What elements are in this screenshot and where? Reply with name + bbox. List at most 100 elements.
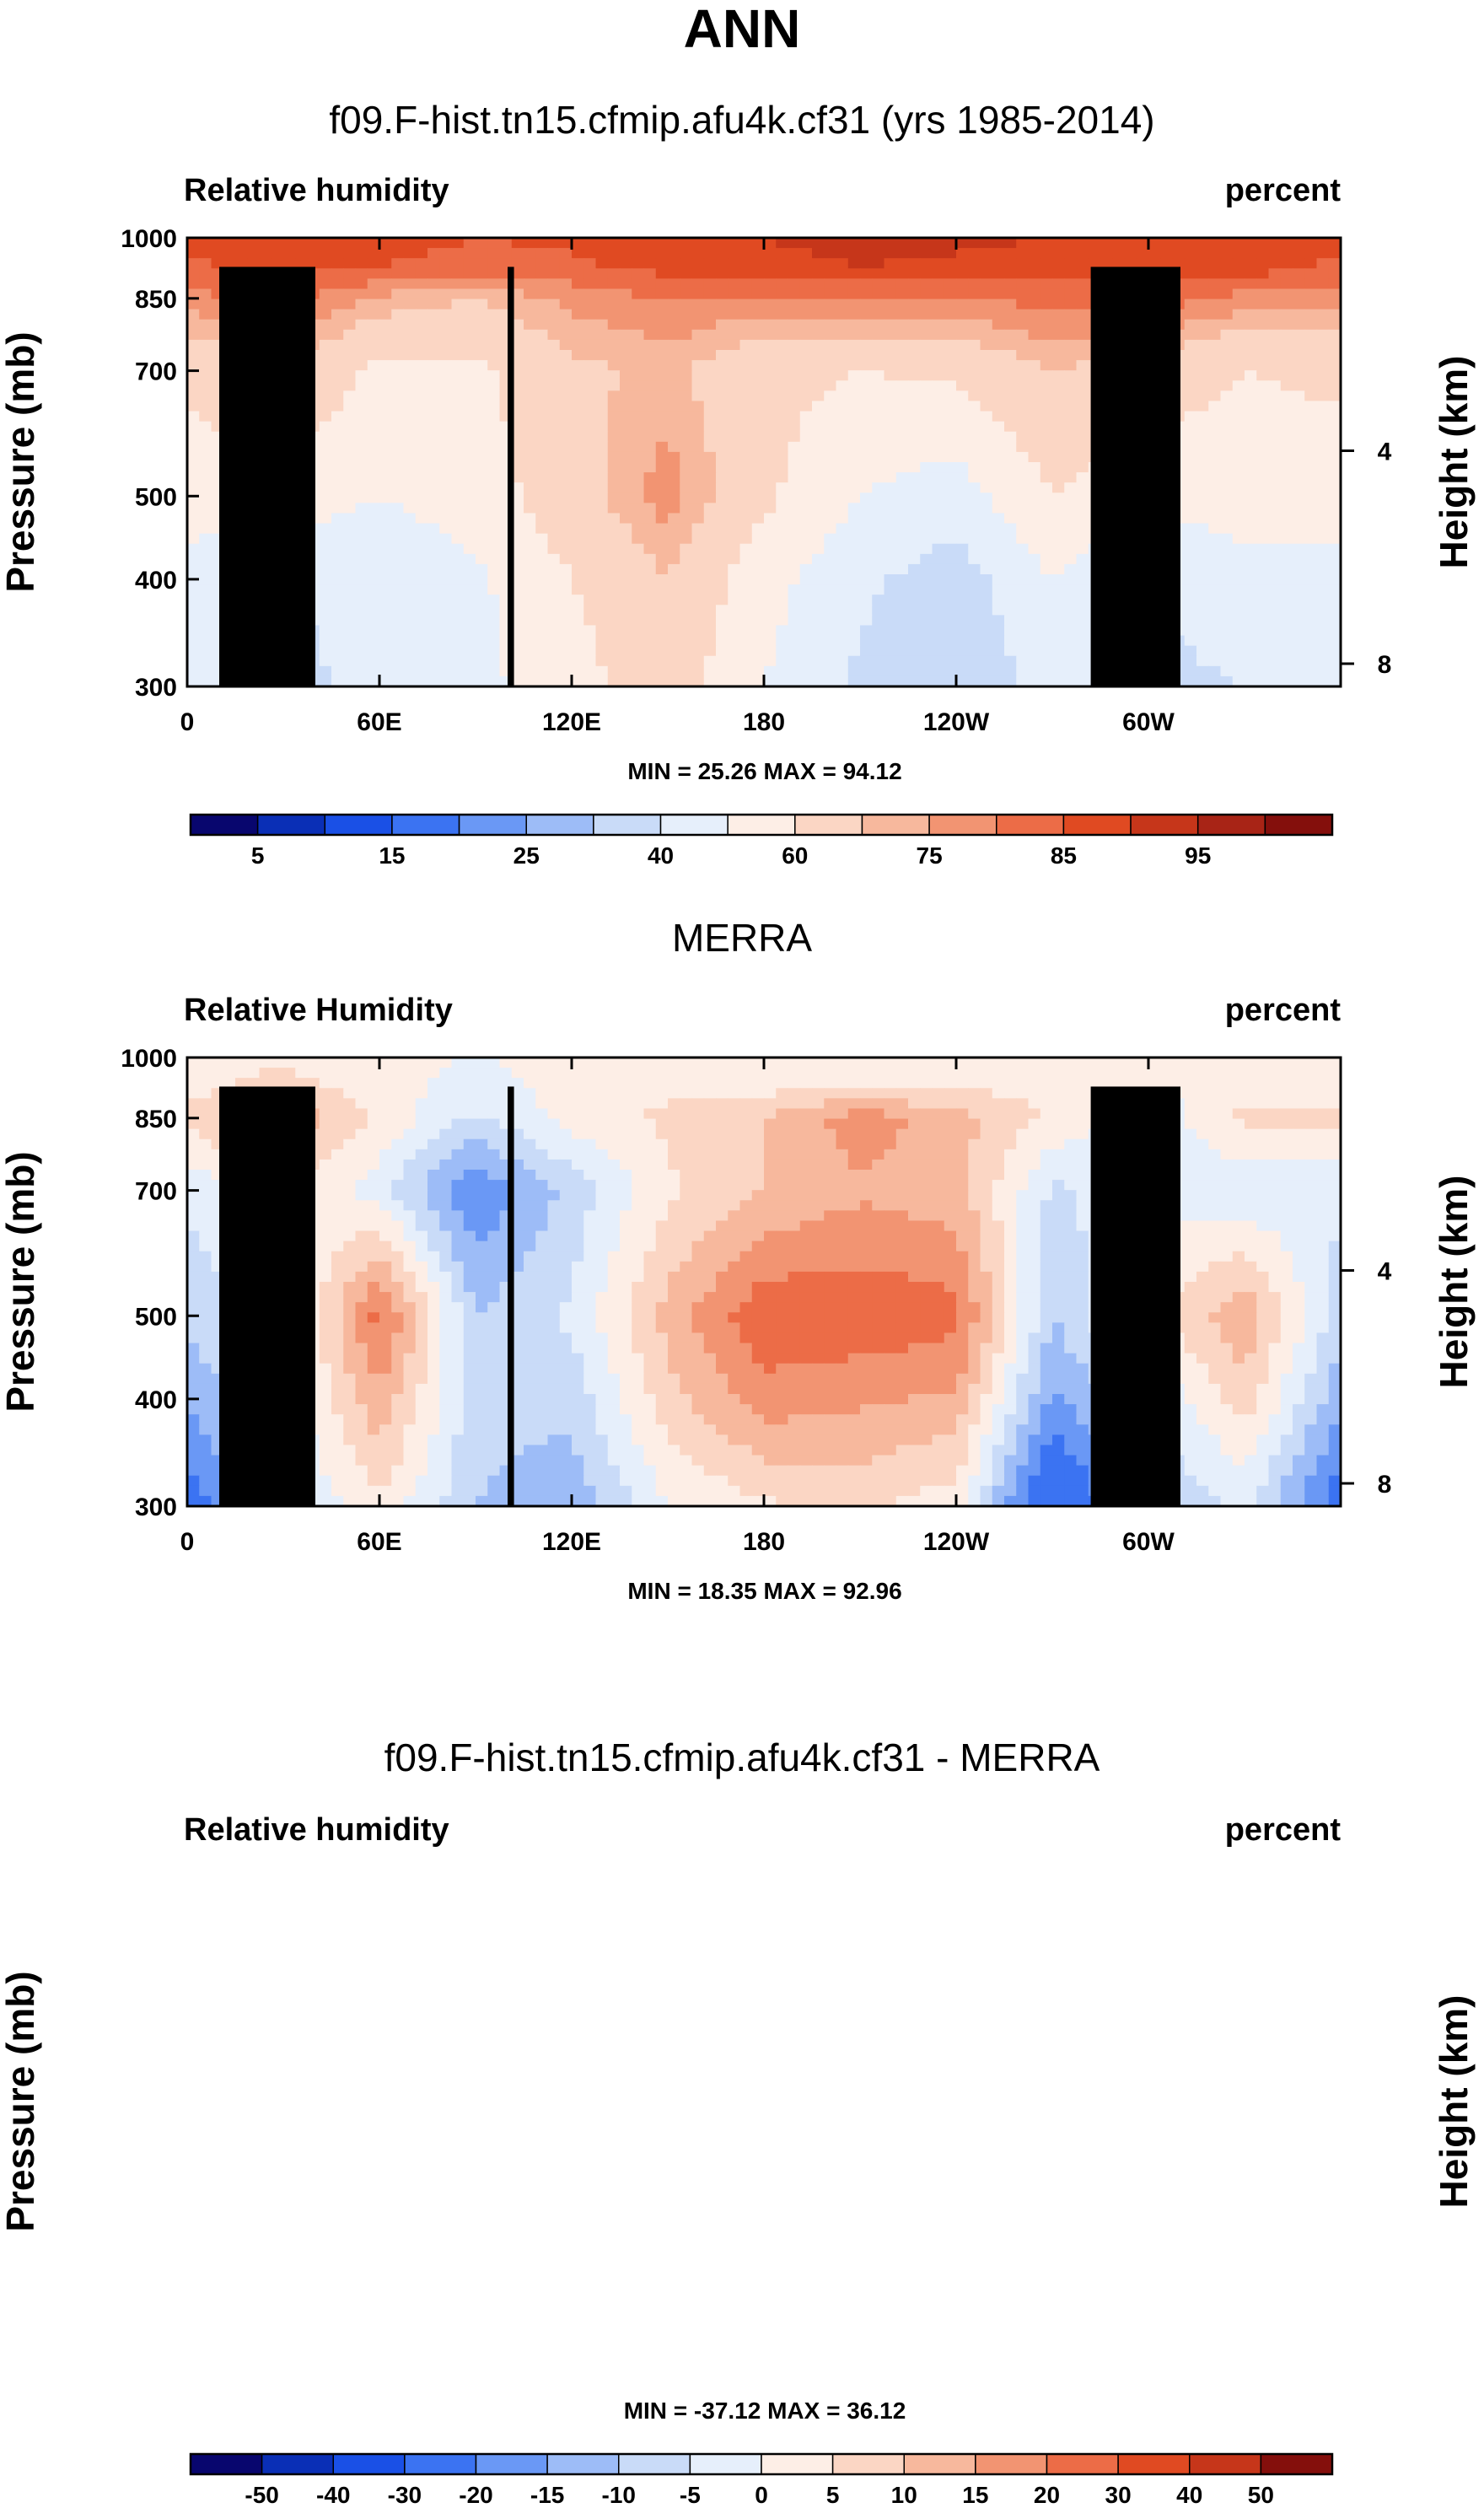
heatmap-cell xyxy=(572,543,584,555)
heatmap-cell xyxy=(1316,1058,1330,1068)
height-tick-label: 8 xyxy=(1378,651,1392,679)
heatmap-cell xyxy=(812,553,825,565)
heatmap-cell xyxy=(716,329,729,341)
heatmap-cell xyxy=(211,1078,224,1089)
heatmap-cell xyxy=(1196,472,1209,483)
heatmap-cell xyxy=(427,268,440,279)
heatmap-cell xyxy=(680,645,693,657)
heatmap-cell xyxy=(992,1058,1005,1068)
heatmap-cell xyxy=(487,503,501,514)
heatmap-cell xyxy=(535,309,549,320)
heatmap-cell xyxy=(691,1058,705,1068)
heatmap-cell xyxy=(1256,584,1270,595)
heatmap-cell xyxy=(920,472,933,483)
heatmap-cell xyxy=(920,319,933,331)
heatmap-cell xyxy=(415,238,428,249)
heatmap-cell xyxy=(703,1078,717,1089)
heatmap-cell xyxy=(487,472,501,483)
heatmap-cell xyxy=(1232,595,1245,605)
heatmap-cell xyxy=(524,268,536,279)
heatmap-cell xyxy=(643,370,657,381)
heatmap-cell xyxy=(1316,329,1330,341)
heatmap-cell xyxy=(728,645,741,657)
heatmap-cell xyxy=(788,605,801,616)
heatmap-cell xyxy=(824,665,837,677)
heatmap-cell xyxy=(1124,1068,1137,1079)
heatmap-cell xyxy=(1293,665,1305,677)
heatmap-cell xyxy=(403,1128,417,1140)
heatmap-cell xyxy=(632,1068,645,1079)
heatmap-cell xyxy=(487,543,501,555)
heatmap-cell xyxy=(559,329,573,341)
heatmap-cell xyxy=(415,339,428,351)
heatmap-cell xyxy=(476,411,488,422)
heatmap-cell xyxy=(884,268,897,279)
heatmap-cell xyxy=(680,401,693,412)
heatmap-cell xyxy=(1016,675,1030,687)
heatmap-cell xyxy=(211,1068,224,1079)
heatmap-cell xyxy=(1064,360,1078,371)
heatmap-cell xyxy=(1268,523,1282,535)
heatmap-cell xyxy=(1220,655,1234,667)
heatmap-cell xyxy=(535,441,549,453)
heatmap-cell xyxy=(1064,533,1078,545)
heatmap-cell xyxy=(956,299,969,310)
heatmap-cell xyxy=(847,635,861,647)
heatmap-cell xyxy=(1316,431,1330,443)
heatmap-cell xyxy=(895,1118,909,1130)
heatmap-cell xyxy=(691,451,705,463)
heatmap-cell xyxy=(655,563,669,575)
heatmap-cell xyxy=(1328,462,1342,473)
heatmap-cell xyxy=(1208,645,1222,657)
heatmap-cell xyxy=(1293,299,1305,310)
heatmap-cell xyxy=(583,309,597,320)
heatmap-cell xyxy=(1316,238,1330,249)
heatmap-cell xyxy=(836,503,849,514)
heatmap-cell xyxy=(1232,1078,1245,1089)
heatmap-cell xyxy=(379,278,392,290)
heatmap-cell xyxy=(415,655,428,667)
heatmap-cell xyxy=(1004,635,1017,647)
heatmap-cell xyxy=(559,553,573,565)
heatmap-cell xyxy=(415,299,428,310)
heatmap-cell xyxy=(1028,1118,1041,1130)
heatmap-cell xyxy=(716,390,729,402)
heatmap-cell xyxy=(403,574,417,585)
heatmap-cell xyxy=(799,635,813,647)
heatmap-cell xyxy=(824,268,837,279)
heatmap-cell xyxy=(799,1068,813,1079)
heatmap-cell xyxy=(1245,268,1257,279)
heatmap-cell xyxy=(391,563,405,575)
heatmap-cell xyxy=(427,645,440,657)
y-tick-label: 700 xyxy=(135,358,177,386)
heatmap-cell xyxy=(1184,268,1197,279)
heatmap-cell xyxy=(403,421,417,433)
heatmap-cell xyxy=(463,665,476,677)
heatmap-cell xyxy=(1280,543,1293,555)
heatmap-cell xyxy=(812,513,825,525)
heatmap-cell xyxy=(812,584,825,595)
heatmap-cell xyxy=(1280,350,1293,361)
heatmap-cell xyxy=(439,625,453,637)
heatmap-cell xyxy=(1040,329,1053,341)
heatmap-cell xyxy=(1184,675,1197,687)
heatmap-cell xyxy=(1028,421,1041,433)
heatmap-cell xyxy=(980,595,993,605)
heatmap-cell xyxy=(199,665,212,677)
heatmap-cell xyxy=(1293,1068,1305,1079)
heatmap-cell xyxy=(1016,563,1030,575)
heatmap-cell xyxy=(199,513,212,525)
heatmap-cell xyxy=(632,543,645,555)
heatmap-cell xyxy=(812,299,825,310)
heatmap-cell xyxy=(728,319,741,331)
heatmap-cell xyxy=(524,472,536,483)
heatmap-cell xyxy=(595,1118,609,1130)
heatmap-cell xyxy=(836,278,849,290)
heatmap-cell xyxy=(968,605,981,616)
heatmap-cell xyxy=(1208,492,1222,503)
heatmap-cell xyxy=(403,380,417,391)
heatmap-cell xyxy=(511,411,524,422)
heatmap-cell xyxy=(739,462,753,473)
heatmap-cell xyxy=(764,513,777,525)
heatmap-cell xyxy=(968,258,981,269)
